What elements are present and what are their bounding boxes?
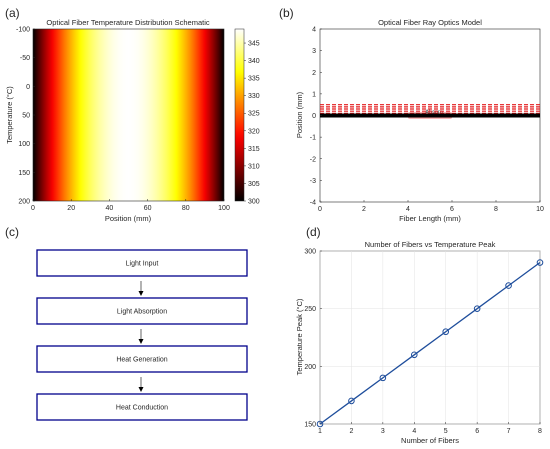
x-tick-label: 6 xyxy=(450,206,454,213)
fibers-vs-temperature-panel: Number of Fibers vs Temperature Peak 1 2 3… xyxy=(295,240,544,445)
data-point xyxy=(505,282,512,289)
chart-b-ylabel: Position (mm) xyxy=(295,91,304,138)
colorbar-tick-label: 335 xyxy=(248,76,260,83)
y-tick-label: 150 xyxy=(304,422,316,429)
data-point xyxy=(348,397,355,405)
colorbar-tick-label: 305 xyxy=(248,181,260,188)
x-tick-label: 1 xyxy=(318,428,322,435)
x-tick-label: 20 xyxy=(67,205,75,212)
flow-arrow-head xyxy=(138,387,144,392)
ray-optics-panel: Optical Fiber Ray Optics Model Absorp 0 2… xyxy=(295,18,544,223)
flow-step-box xyxy=(36,345,248,373)
colorbar-tick-label: 300 xyxy=(248,199,260,206)
x-tick-label: 40 xyxy=(106,205,114,212)
chart-a-title: Optical Fiber Temperature Distribution S… xyxy=(46,18,210,27)
panel-label-a: (a) xyxy=(5,6,20,20)
y-tick-label: -100 xyxy=(16,27,30,34)
y-tick-label: 0 xyxy=(26,84,30,91)
data-point xyxy=(379,374,387,382)
chart-a-xlabel: Position (mm) xyxy=(105,214,152,223)
x-tick-label: 4 xyxy=(412,428,416,435)
colorbar-tick-label: 345 xyxy=(248,41,260,48)
y-tick-label: 2 xyxy=(312,70,316,77)
chart-b-title: Optical Fiber Ray Optics Model xyxy=(378,18,482,27)
x-tick-label: 60 xyxy=(144,205,152,212)
colorbar xyxy=(234,28,245,202)
x-tick-label: 2 xyxy=(349,428,353,435)
y-tick-label: 200 xyxy=(18,199,30,206)
x-tick-label: 6 xyxy=(475,428,479,435)
flow-step-label: Heat Generation xyxy=(116,357,167,364)
y-tick-label: -1 xyxy=(310,135,316,142)
y-tick-label: 150 xyxy=(18,170,30,177)
y-tick-label: 200 xyxy=(304,364,316,371)
process-flow-diagram: Light Input Light Absorption Heat Generati… xyxy=(36,249,248,421)
chart-a-ylabel: Temperature (°C) xyxy=(5,86,14,144)
chart-d-title: Number of Fibers vs Temperature Peak xyxy=(365,240,496,249)
panel-label-d: (d) xyxy=(306,225,321,239)
colorbar-tick-label: 315 xyxy=(248,146,260,153)
data-point xyxy=(442,328,450,336)
y-tick-label: 250 xyxy=(304,306,316,313)
flow-arrow-head xyxy=(138,339,144,344)
x-tick-label: 8 xyxy=(494,206,498,213)
heatmap-field xyxy=(32,28,225,202)
y-tick-label: 300 xyxy=(304,249,316,256)
x-tick-label: 10 xyxy=(536,206,544,213)
colorbar-tick-label: 340 xyxy=(248,58,260,65)
flow-step-label: Light Input xyxy=(126,261,159,268)
colorbar-tick-label: 330 xyxy=(248,93,260,100)
flow-step-box xyxy=(36,249,248,277)
absorption-label: Absorp xyxy=(425,109,442,115)
x-tick-label: 100 xyxy=(218,205,230,212)
y-tick-label: 0 xyxy=(312,113,316,120)
data-point xyxy=(316,420,324,428)
x-tick-label: 0 xyxy=(318,206,322,213)
flow-arrow-head xyxy=(138,291,144,296)
x-tick-label: 8 xyxy=(538,428,542,435)
y-tick-label: -3 xyxy=(310,178,316,185)
x-tick-label: 2 xyxy=(362,206,366,213)
y-tick-label: -4 xyxy=(310,200,316,207)
x-tick-label: 7 xyxy=(507,428,511,435)
flow-step-label: Light Absorption xyxy=(117,309,167,316)
heatmap-panel: Optical Fiber Temperature Distribution S… xyxy=(5,18,260,223)
x-tick-label: 3 xyxy=(381,428,385,435)
chart-b-xlabel: Fiber Length (mm) xyxy=(399,214,461,223)
y-tick-label: -2 xyxy=(310,156,316,163)
flow-step-box xyxy=(36,297,248,325)
x-tick-label: 80 xyxy=(182,205,190,212)
panel-label-c: (c) xyxy=(5,225,19,239)
chart-d-xlabel: Number of Fibers xyxy=(401,436,459,445)
x-tick-label: 4 xyxy=(406,206,410,213)
colorbar-tick-label: 320 xyxy=(248,128,260,135)
colorbar-tick-label: 310 xyxy=(248,163,260,170)
colorbar-tick-label: 325 xyxy=(248,111,260,118)
x-tick-label: 5 xyxy=(444,428,448,435)
y-tick-label: -50 xyxy=(20,55,30,62)
y-tick-label: 3 xyxy=(312,48,316,55)
panel-label-b: (b) xyxy=(279,6,294,20)
y-tick-label: 4 xyxy=(312,27,316,34)
x-tick-label: 0 xyxy=(31,205,35,212)
flow-step-box xyxy=(36,393,248,421)
data-point xyxy=(410,351,418,359)
y-tick-label: 50 xyxy=(22,113,30,120)
y-tick-label: 100 xyxy=(18,141,30,148)
data-point xyxy=(536,259,544,266)
chart-d-ylabel: Temperature Peak (°C) xyxy=(295,298,304,375)
data-point xyxy=(473,305,481,312)
flow-step-label: Heat Conduction xyxy=(116,405,168,412)
series-line xyxy=(319,262,541,425)
y-tick-label: 1 xyxy=(312,91,316,98)
